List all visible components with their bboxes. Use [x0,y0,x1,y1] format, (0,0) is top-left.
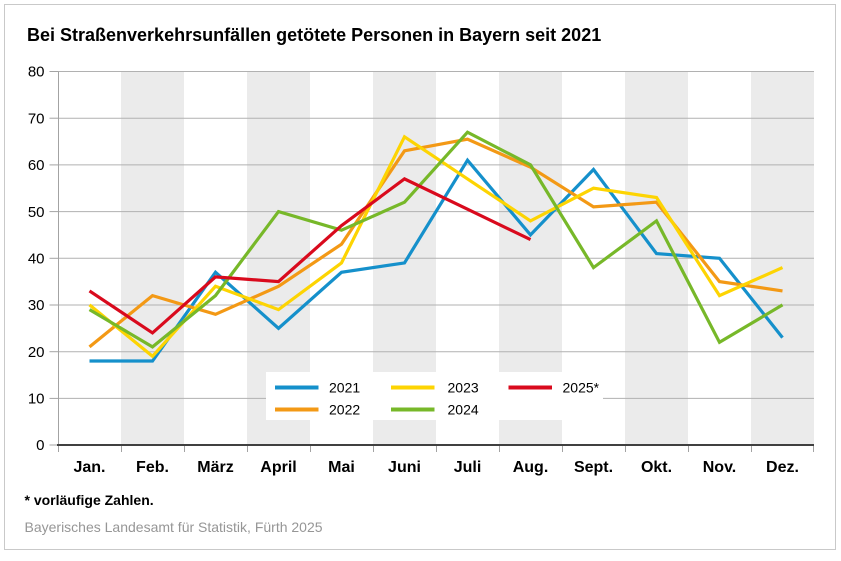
svg-text:Feb.: Feb. [136,459,169,476]
svg-text:2023: 2023 [448,380,479,396]
svg-text:50: 50 [28,204,45,221]
svg-text:Juni: Juni [388,459,421,476]
svg-text:40: 40 [28,251,45,268]
svg-text:Sept.: Sept. [574,459,613,476]
svg-text:April: April [260,459,296,476]
svg-text:60: 60 [28,157,45,174]
svg-text:Aug.: Aug. [513,459,549,476]
svg-text:Mai: Mai [328,459,355,476]
svg-text:0: 0 [36,437,44,454]
svg-text:Nov.: Nov. [703,459,736,476]
svg-text:30: 30 [28,297,45,314]
svg-text:2024: 2024 [448,402,479,418]
svg-text:* vorläufige Zahlen.: * vorläufige Zahlen. [25,492,154,508]
svg-text:Bei Straßenverkehrsunfällen ge: Bei Straßenverkehrsunfällen getötete Per… [27,25,601,45]
svg-text:Okt.: Okt. [641,459,672,476]
svg-text:Jan.: Jan. [73,459,105,476]
svg-text:70: 70 [28,110,45,127]
svg-text:20: 20 [28,344,45,361]
svg-text:Dez.: Dez. [766,459,799,476]
svg-text:2022: 2022 [329,402,360,418]
svg-text:80: 80 [28,64,45,81]
svg-text:2021: 2021 [329,380,360,396]
svg-text:2025*: 2025* [563,380,600,396]
svg-text:März: März [197,459,233,476]
svg-text:Bayerisches Landesamt für Stat: Bayerisches Landesamt für Statistik, Für… [25,519,323,535]
svg-text:Juli: Juli [454,459,482,476]
svg-text:10: 10 [28,391,45,408]
